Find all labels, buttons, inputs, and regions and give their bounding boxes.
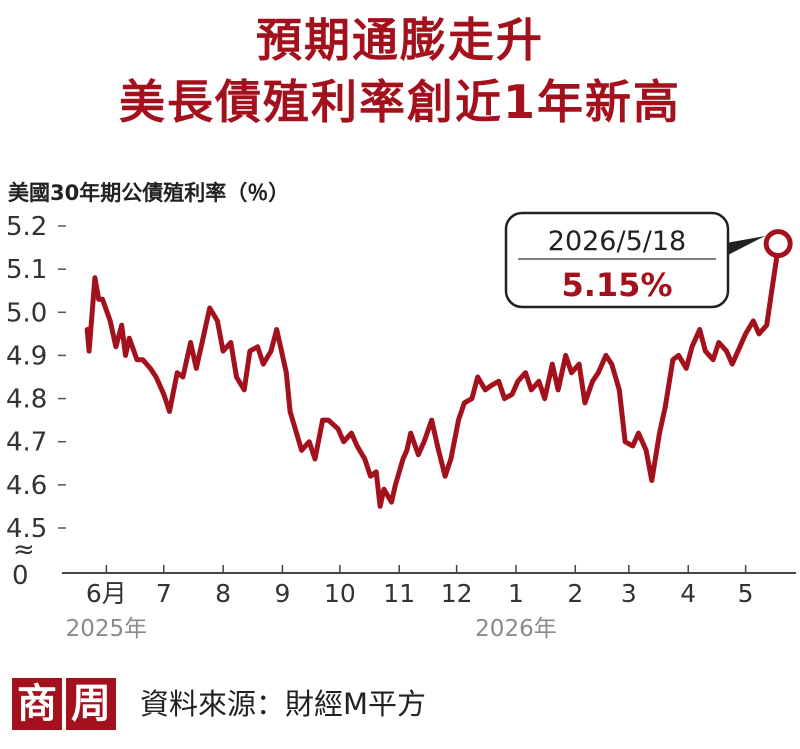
x-tick-label: 12: [441, 579, 473, 608]
x-tick-label: 11: [383, 579, 415, 608]
y-tick-label: 5.1: [6, 255, 47, 285]
logo-char-1: 商: [12, 678, 62, 730]
x-tick-label: 4: [680, 579, 696, 608]
y-axis: 5.2 5.1 5.0 4.9 4.8 4.7 4.6 4.5≈0: [6, 212, 66, 591]
x-tick-label: 8: [215, 579, 231, 608]
year-label: 2026年: [475, 616, 557, 642]
year-label: 2025年: [66, 616, 148, 642]
callout-pointer: [726, 236, 765, 256]
x-tick-label: 10: [324, 579, 356, 608]
y-tick-label: 4.8: [6, 385, 47, 415]
y-tick-label: 4.7: [6, 428, 47, 458]
x-tick-label: 1: [508, 579, 524, 608]
series-group: [84, 245, 781, 509]
y-tick-label: 5.0: [6, 298, 47, 328]
callout-value: 5.15%: [561, 266, 672, 304]
latest-point-marker: [763, 229, 793, 259]
x-tick-label: 6月: [86, 579, 127, 608]
y-zero-label: 0: [12, 561, 29, 591]
x-tick-label: 3: [621, 579, 637, 608]
axis-break-symbol: ≈: [13, 535, 35, 565]
x-tick-label: 9: [274, 579, 290, 608]
y-tick-label: 4.6: [6, 471, 47, 501]
callout-box: [504, 211, 730, 309]
y-axis-label: 美國30年期公債殖利率（％）: [8, 181, 289, 205]
yield-series-line: [84, 245, 781, 509]
x-tick-label: 5: [738, 579, 754, 608]
x-tick-label: 7: [156, 579, 172, 608]
y-tick-label: 4.9: [6, 341, 47, 371]
data-source: 資料來源：財經M平方: [140, 687, 427, 721]
publisher-logo: 商 周: [12, 678, 120, 730]
chart-title-line-1: 預期通膨走升: [256, 13, 544, 67]
callout-date: 2026/5/18: [548, 226, 686, 257]
logo-char-2: 周: [66, 678, 116, 730]
latest-value-callout: 2026/5/18 5.15%: [504, 211, 793, 309]
y-tick-label: 5.2: [6, 212, 47, 242]
y-tick-label: 4.5: [6, 514, 47, 544]
x-tick-label: 2: [567, 579, 583, 608]
chart-title-line-2: 美長債殖利率創近1年新高: [118, 75, 681, 129]
